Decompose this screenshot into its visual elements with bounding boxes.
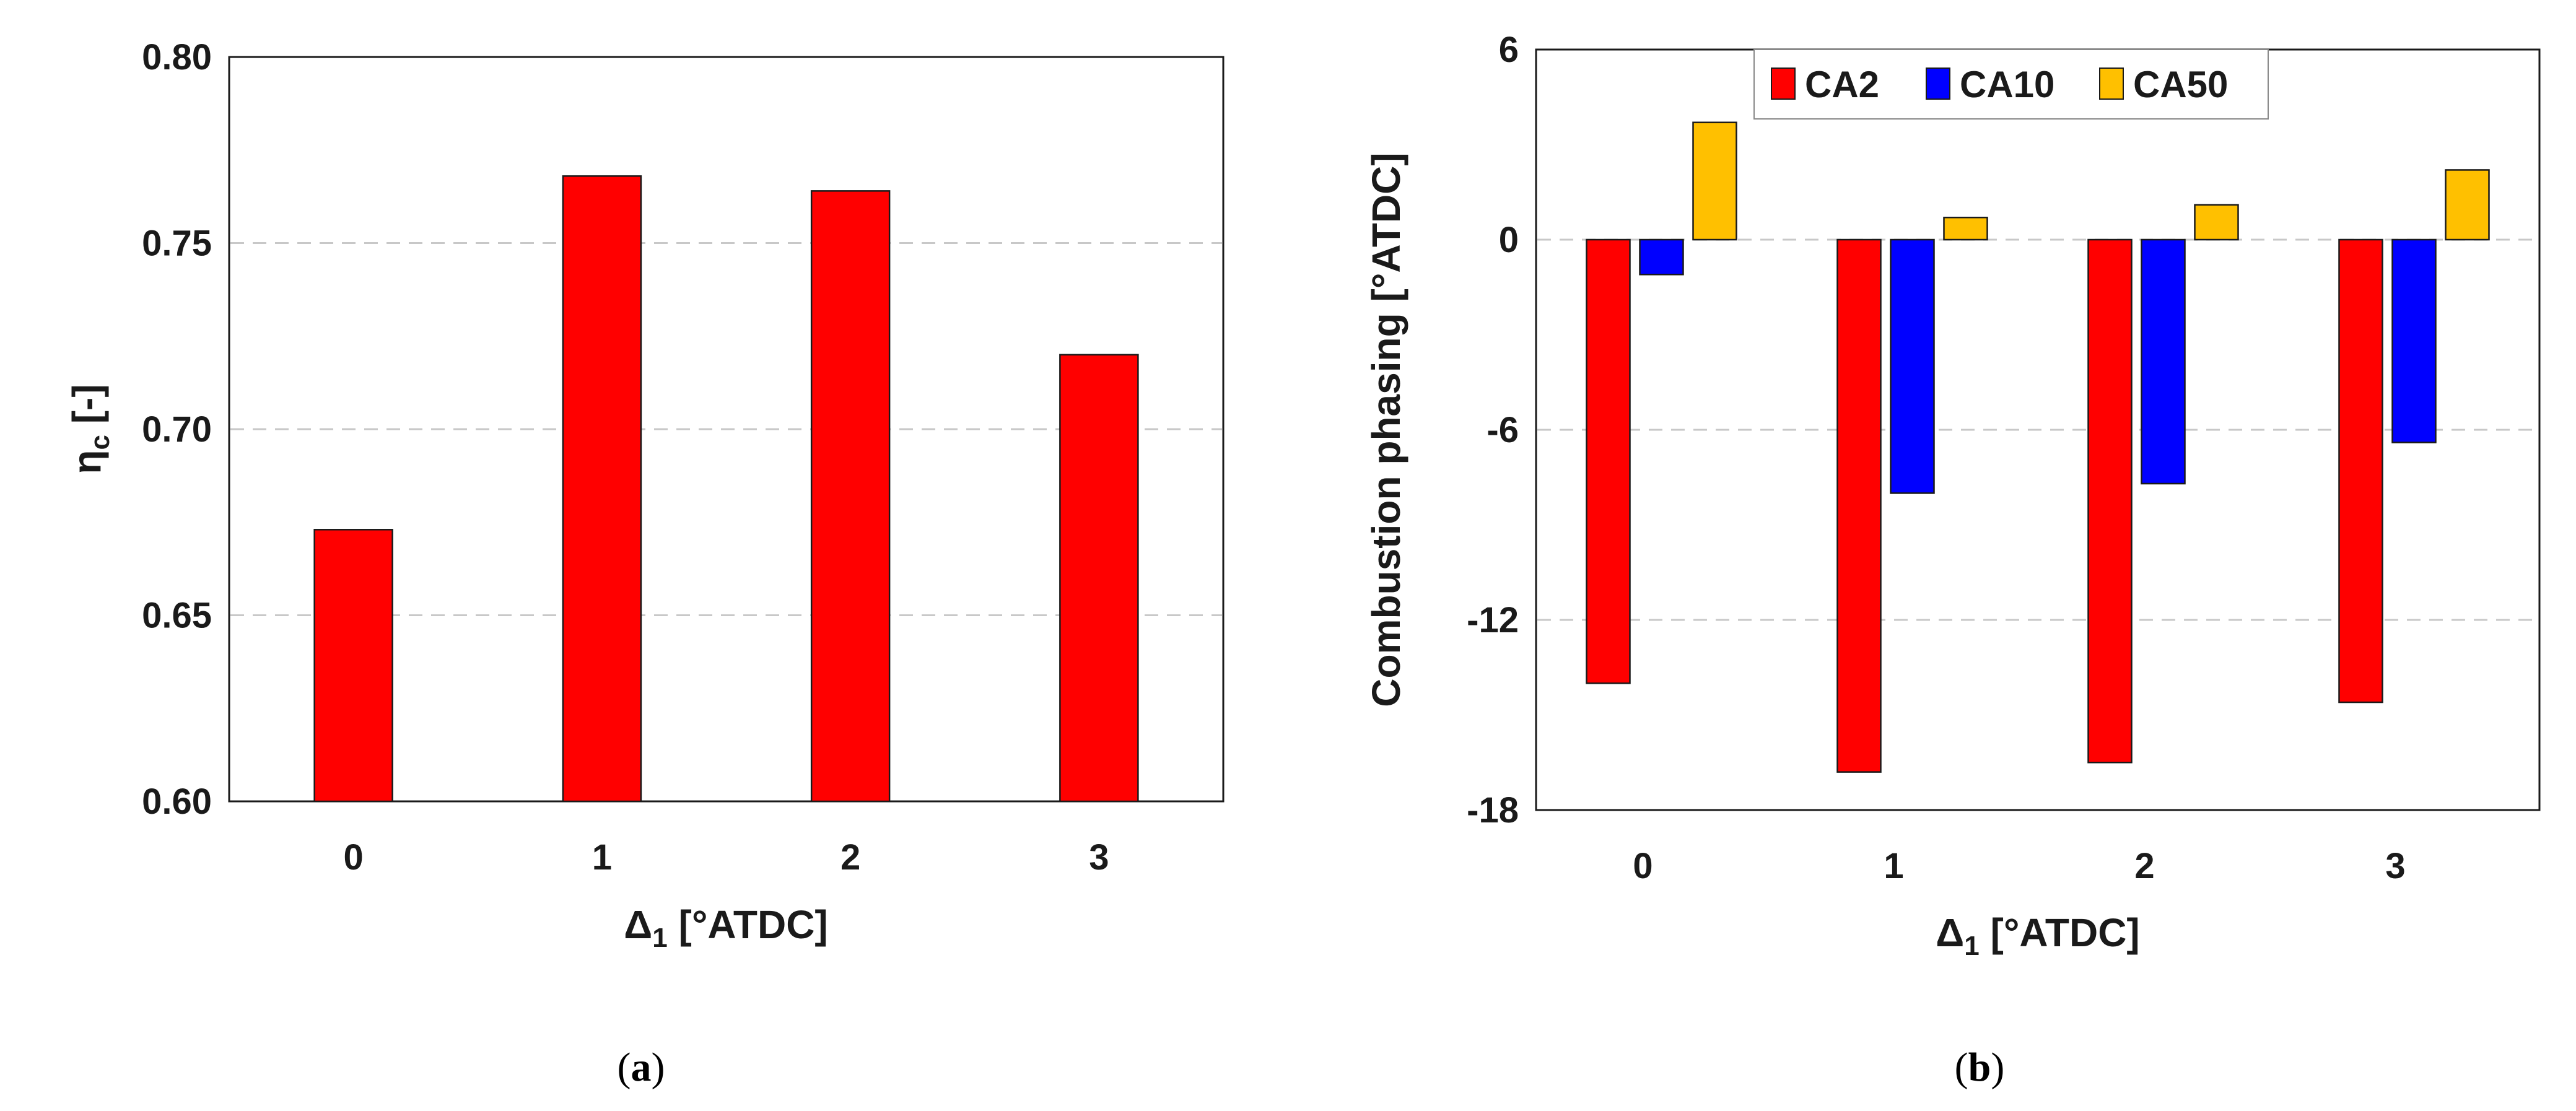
panel-b-bar-ca2-0 [1586,238,1631,684]
panel-b-bars [1586,121,2490,773]
panel-a-gridlines [230,242,1222,616]
legend-swatch-ca2 [1771,68,1796,100]
panel-b-y-tick-label: -6 [1487,410,1519,450]
panel-b-x-axis-title: Δ1 [°ATDC] [1936,910,2139,961]
panel-b-bar-ca10-1 [1890,238,1935,494]
panel-a-y-tick-labels: 0.60 0.65 0.70 0.75 0.80 [142,37,212,822]
panel-b-bar-ca10-0 [1639,238,1684,276]
panel-a-y-tick-label: 0.70 [142,409,212,450]
panel-b-bar-ca2-2 [2087,238,2133,764]
panel-b-bar-ca2-1 [1836,238,1882,773]
panel-b-x-tick-label: 3 [2385,846,2405,886]
panel-a-x-axis-title: Δ1 [°ATDC] [624,902,827,953]
panel-b-bar-ca10-2 [2141,238,2186,485]
legend-label-ca2: CA2 [1805,64,1879,105]
legend-label-ca10: CA10 [1960,64,2054,105]
panel-a-bar-ηc-2 [810,190,891,803]
panel-a-bar-ηc-1 [562,175,642,803]
panel-b-bar-ca50-1 [1943,216,1988,241]
panel-a-x-tick-label: 3 [1089,837,1109,878]
panel-a-y-axis-title: ηc [-] [64,384,115,474]
legend-label-ca50: CA50 [2133,64,2228,105]
panel-a-y-tick-label: 0.60 [142,782,212,822]
panel-a-x-tick-label: 2 [840,837,860,878]
panel-a-bar-ηc-0 [313,529,393,803]
panel-b-chart: -18 -12 -6 0 6 0 1 2 3 CA2 CA10 CA50 Δ1 [°ATDC] C… [1364,30,2541,1090]
panel-b-x-tick-label: 2 [2134,846,2154,886]
panel-b-y-tick-label: 0 [1499,220,1519,260]
panel-a-chart: 0.60 0.65 0.70 0.75 0.80 0 1 2 3 Δ1 [°ATDC] ηc … [64,37,1225,1090]
panel-b-x-tick-label: 0 [1633,846,1653,886]
panel-b-y-tick-label: -18 [1467,790,1519,830]
panel-b-y-axis-title: Combustion phasing [°ATDC] [1364,152,1408,707]
panel-a-x-tick-label: 1 [592,837,612,878]
panel-a-x-tick-label: 0 [343,837,363,878]
panel-b-bar-ca2-3 [2338,238,2383,704]
legend-swatch-ca50 [2099,68,2124,100]
panel-b-x-tick-labels: 0 1 2 3 [1633,846,2405,886]
panel-b-y-tick-label: 6 [1499,30,1519,70]
panel-b-legend-box [1753,49,2269,120]
panel-a-x-tick-labels: 0 1 2 3 [343,837,1109,878]
panel-b-y-tick-labels: -18 -12 -6 0 6 [1467,30,1519,830]
panel-a-y-tick-label: 0.80 [142,37,212,77]
panel-b-caption: (b) [1955,1045,2005,1090]
panel-a-y-tick-label: 0.65 [142,596,212,636]
panel-a-bar-ηc-3 [1059,354,1139,803]
panel-a-caption: (a) [618,1045,665,1090]
panel-b-bar-ca10-3 [2391,238,2437,443]
panel-a-y-tick-label: 0.75 [142,224,212,264]
panel-a-bars [313,175,1139,803]
panel-b-bar-ca50-2 [2194,204,2239,241]
panel-b-bar-ca50-0 [1692,121,1737,241]
panel-b-y-tick-label: -12 [1467,600,1519,640]
panel-b-legend: CA2 CA10 CA50 [1753,49,2269,120]
panel-b-x-tick-label: 1 [1884,846,1903,886]
panel-b-bar-ca50-3 [2445,169,2490,241]
legend-swatch-ca10 [1926,68,1950,100]
